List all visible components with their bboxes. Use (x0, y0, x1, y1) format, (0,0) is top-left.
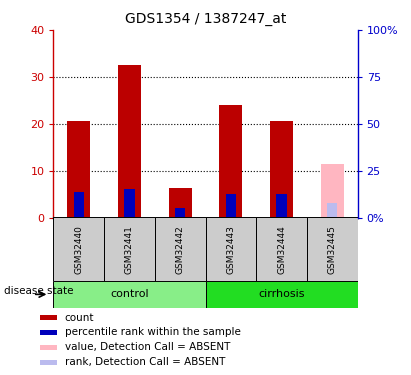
Text: count: count (65, 313, 94, 322)
Bar (40, 345, 58, 350)
Bar (67, 122, 90, 218)
Text: GSM32441: GSM32441 (125, 225, 134, 274)
Bar (40, 330, 58, 335)
Bar (226, 194, 236, 217)
Text: disease state: disease state (4, 286, 74, 296)
Text: GSM32443: GSM32443 (226, 225, 236, 274)
Bar (53, 217, 104, 281)
Bar (206, 217, 256, 281)
Text: GSM32444: GSM32444 (277, 225, 286, 274)
Bar (40, 360, 58, 364)
Bar (118, 65, 141, 218)
Text: control: control (110, 290, 149, 299)
Bar (40, 315, 58, 320)
Bar (206, 281, 358, 308)
Bar (277, 194, 286, 217)
Bar (327, 203, 337, 217)
Bar (104, 217, 155, 281)
Bar (256, 217, 307, 281)
Text: value, Detection Call = ABSENT: value, Detection Call = ABSENT (65, 342, 230, 352)
Bar (125, 189, 134, 217)
Bar (53, 281, 206, 308)
Bar (74, 192, 84, 217)
Text: GSM32440: GSM32440 (74, 225, 83, 274)
Bar (219, 105, 242, 218)
Text: rank, Detection Call = ABSENT: rank, Detection Call = ABSENT (65, 357, 225, 367)
Text: percentile rank within the sample: percentile rank within the sample (65, 327, 240, 338)
Text: cirrhosis: cirrhosis (258, 290, 305, 299)
Bar (270, 122, 293, 218)
Bar (175, 208, 185, 218)
Bar (155, 217, 206, 281)
Text: GSM32445: GSM32445 (328, 225, 337, 274)
Title: GDS1354 / 1387247_at: GDS1354 / 1387247_at (125, 12, 286, 26)
Bar (169, 188, 192, 218)
Bar (321, 164, 344, 218)
Bar (307, 217, 358, 281)
Text: GSM32442: GSM32442 (175, 225, 185, 274)
